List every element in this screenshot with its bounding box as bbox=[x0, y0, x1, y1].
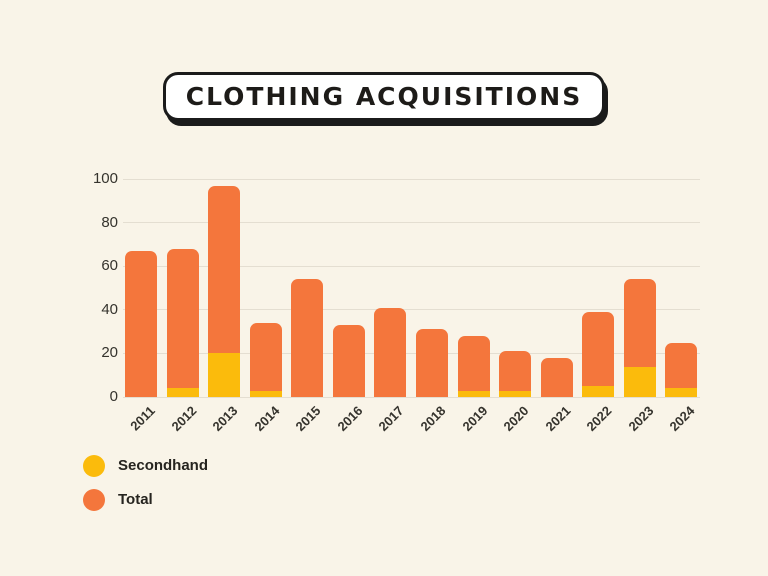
chart-legend: Secondhand Total bbox=[83, 454, 208, 522]
legend-label-total: Total bbox=[118, 491, 153, 508]
legend-item-total: Total bbox=[83, 488, 208, 511]
x-axis-label-2023: 2023 bbox=[625, 403, 657, 435]
x-axis-label-2020: 2020 bbox=[500, 403, 532, 435]
legend-label-secondhand: Secondhand bbox=[118, 457, 209, 474]
x-axis-label-2012: 2012 bbox=[168, 403, 200, 435]
y-axis-label-100: 100 bbox=[92, 170, 118, 187]
x-axis-label-2011: 2011 bbox=[127, 403, 158, 434]
legend-item-secondhand: Secondhand bbox=[83, 454, 208, 477]
bar-total-2020 bbox=[499, 351, 532, 397]
y-axis-label-0: 0 bbox=[109, 388, 118, 405]
bar-total-2012 bbox=[166, 248, 199, 397]
bar-secondhand-2013 bbox=[208, 353, 241, 397]
bar-total-2016 bbox=[332, 325, 365, 397]
bar-secondhand-2012 bbox=[166, 388, 199, 397]
x-axis-label-2013: 2013 bbox=[209, 403, 241, 435]
gridline-y-20 bbox=[123, 352, 700, 354]
bar-total-2023 bbox=[623, 279, 656, 397]
x-axis-label-2019: 2019 bbox=[459, 403, 491, 435]
bar-total-2021 bbox=[540, 357, 573, 397]
x-axis-label-2017: 2017 bbox=[375, 403, 408, 435]
y-axis-label-80: 80 bbox=[101, 213, 118, 231]
gridline-y-40 bbox=[123, 309, 700, 311]
bar-total-2013 bbox=[208, 185, 241, 397]
bar-secondhand-2024 bbox=[665, 388, 698, 397]
bar-total-2011 bbox=[125, 250, 157, 397]
bar-secondhand-2014 bbox=[249, 390, 282, 397]
legend-swatch-secondhand-icon bbox=[83, 454, 105, 477]
bar-secondhand-2023 bbox=[623, 366, 656, 397]
gridline-y-60 bbox=[123, 265, 700, 267]
bar-secondhand-2020 bbox=[499, 390, 532, 397]
x-axis-label-2014: 2014 bbox=[251, 403, 283, 435]
x-axis-label-2024: 2024 bbox=[666, 403, 699, 435]
gridline-y-100 bbox=[123, 178, 700, 180]
bar-secondhand-2022 bbox=[582, 386, 615, 397]
bar-total-2022 bbox=[582, 312, 615, 397]
x-axis-label-2015: 2015 bbox=[292, 403, 324, 435]
gridline-y-0 bbox=[123, 396, 700, 398]
chart-title: CLOTHING ACQUISITIONS bbox=[185, 82, 583, 111]
x-axis-label-2018: 2018 bbox=[417, 403, 449, 435]
bar-total-2014 bbox=[249, 322, 282, 397]
gridline-y-80 bbox=[123, 222, 700, 224]
bar-total-2018 bbox=[416, 329, 448, 397]
y-axis-label-20: 20 bbox=[101, 344, 118, 362]
x-axis-label-2016: 2016 bbox=[334, 403, 366, 435]
y-axis-label-60: 60 bbox=[101, 257, 118, 275]
chart-title-box: CLOTHING ACQUISITIONS bbox=[163, 72, 605, 121]
bar-secondhand-2019 bbox=[457, 390, 490, 397]
bar-total-2017 bbox=[374, 307, 407, 397]
x-axis-label-2022: 2022 bbox=[583, 403, 615, 435]
x-axis-label-2021: 2021 bbox=[542, 403, 574, 435]
y-axis-label-40: 40 bbox=[101, 300, 118, 318]
bar-total-2015 bbox=[291, 279, 324, 397]
bar-total-2019 bbox=[457, 336, 490, 397]
legend-swatch-total-icon bbox=[83, 488, 105, 511]
bar-total-2024 bbox=[665, 342, 698, 397]
